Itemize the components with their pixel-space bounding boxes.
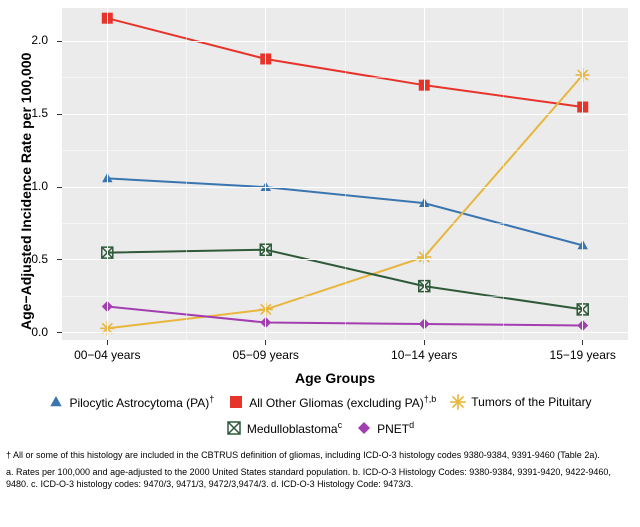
legend-label: Pilocytic Astrocytoma (PA)† [69, 394, 214, 410]
legend-label: PNETd [377, 420, 414, 436]
y-tick-label: 1.5 [0, 106, 48, 120]
x-tick-label: 15−19 years [550, 348, 616, 362]
legend-item-medullo: Medulloblastomac [226, 420, 342, 436]
legend-item-pilocytic: Pilocytic Astrocytoma (PA)† [48, 394, 214, 410]
chart-figure: Age−Adjusted Incidence Rate per 100,000 … [0, 0, 640, 527]
triangle-icon [48, 394, 64, 410]
x-tick-label: 05−09 years [233, 348, 299, 362]
footnote-line: † All or some of this histology are incl… [6, 450, 634, 461]
square-cross-icon [226, 420, 242, 436]
legend-label: All Other Gliomas (excluding PA)†,b [249, 394, 436, 410]
legend-label: Tumors of the Pituitary [471, 395, 591, 409]
x-tick-label: 00−04 years [74, 348, 140, 362]
plot-svg [0, 0, 640, 527]
footnote-line: a. Rates per 100,000 and age-adjusted to… [6, 467, 634, 490]
diamond-icon [356, 420, 372, 436]
y-tick-label: 1.0 [0, 179, 48, 193]
y-tick-label: 2.0 [0, 33, 48, 47]
legend-item-pnet: PNETd [356, 420, 414, 436]
x-tick-label: 10−14 years [391, 348, 457, 362]
x-axis-title: Age Groups [295, 370, 375, 386]
y-tick-label: 0.5 [0, 252, 48, 266]
legend: Pilocytic Astrocytoma (PA)† All Other Gli… [10, 394, 630, 436]
legend-label: Medulloblastomac [247, 420, 342, 436]
asterisk-icon [450, 394, 466, 410]
square-icon [228, 394, 244, 410]
footnotes: † All or some of this histology are incl… [6, 450, 634, 490]
legend-item-pituitary: Tumors of the Pituitary [450, 394, 591, 410]
legend-item-other_gliomas: All Other Gliomas (excluding PA)†,b [228, 394, 436, 410]
y-tick-label: 0.0 [0, 325, 48, 339]
